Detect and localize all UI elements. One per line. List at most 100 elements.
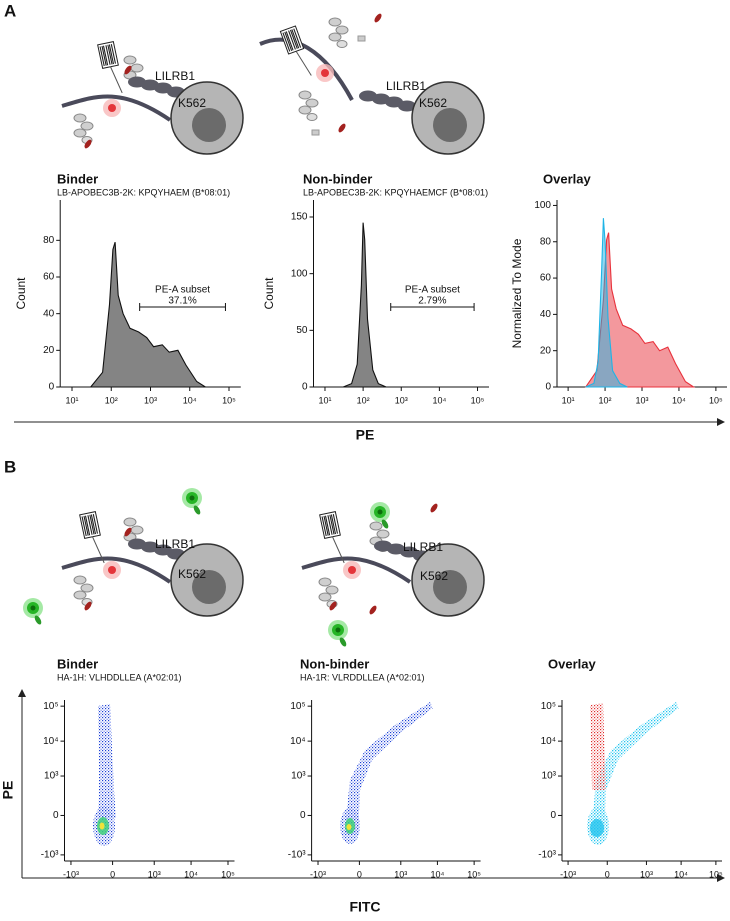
x-tick-label: 10¹: [66, 395, 79, 405]
x-axis-label: FITC: [349, 899, 380, 915]
y-tick-label: 10⁵: [43, 701, 58, 712]
y-tick-label: 10³: [542, 771, 557, 782]
y-tick-label: 80: [540, 236, 552, 247]
y-tick-label: 20: [43, 345, 55, 356]
y-tick-label: 10⁴: [541, 736, 556, 747]
y-tick-label: 40: [540, 309, 552, 320]
x-tick-label: 10³: [144, 395, 157, 405]
chart-title: Binder: [57, 656, 98, 671]
y-tick-label: 0: [550, 810, 556, 821]
y-tick-label: 0: [545, 382, 551, 393]
x-tick-label: 10⁵: [709, 869, 723, 879]
receptor-label: LILRB1: [403, 540, 443, 554]
y-tick-label: 10⁴: [43, 736, 58, 747]
receptor-label: LILRB1: [155, 537, 195, 551]
diagram-nonbinder-fitc: LILRB1 K562: [301, 502, 485, 648]
density-cloud: [93, 704, 116, 846]
x-tick-label: 0: [110, 869, 115, 879]
x-tick-label: 10⁵: [471, 395, 485, 405]
density-cloud: [340, 702, 433, 844]
histogram-area: [584, 232, 696, 388]
y-tick-label: 50: [296, 325, 308, 336]
diagram-nonbinder: LILRB1 K562: [259, 12, 485, 155]
x-tick-label: 10²: [105, 395, 118, 405]
y-tick-label: 60: [43, 272, 55, 283]
y-tick-label: 0: [302, 382, 308, 393]
panel-label: B: [4, 457, 16, 476]
panel-label: A: [4, 1, 16, 20]
y-tick-label: 40: [43, 308, 55, 319]
y-tick-label: 10⁴: [290, 736, 305, 747]
y-tick-label: 80: [43, 235, 55, 246]
histogram-area: [342, 222, 387, 388]
x-tick-label: -10³: [310, 869, 326, 879]
y-tick-label: 10³: [44, 771, 59, 782]
x-tick-label: 10³: [395, 395, 408, 405]
x-tick-label: 10⁵: [221, 869, 235, 879]
chart-subtitle: HA-1H: VLHDDLLEA (A*02:01): [57, 672, 182, 682]
chart-title: Overlay: [548, 656, 596, 671]
x-tick-label: 10¹: [318, 395, 331, 405]
x-tick-label: 10⁵: [709, 395, 723, 405]
chart-subtitle: LB-APOBEC3B-2K: KPQYHAEM (B*08:01): [57, 187, 230, 197]
x-tick-label: 10⁵: [467, 869, 481, 879]
y-tick-label: 10⁵: [541, 701, 556, 712]
x-tick-label: 10³: [148, 869, 161, 879]
y-tick-label: 0: [53, 810, 59, 821]
y-tick-label: 100: [291, 268, 308, 279]
y-tick-label: -10³: [538, 850, 556, 861]
chart-title: Binder: [57, 171, 98, 186]
x-tick-label: 10⁴: [672, 395, 686, 405]
x-tick-label: 10¹: [562, 395, 575, 405]
density-cloud: [587, 702, 679, 845]
y-axis-label: Count: [14, 277, 28, 310]
x-tick-label: 10³: [394, 869, 407, 879]
y-tick-label: 10³: [291, 771, 306, 782]
x-tick-label: 10⁵: [222, 395, 236, 405]
cell-label: K562: [178, 567, 206, 581]
gate-percent: 2.79%: [418, 296, 446, 307]
y-tick-label: 0: [49, 382, 55, 393]
chart-subtitle: HA-1R: VLRDDLLEA (A*02:01): [300, 672, 425, 682]
x-tick-label: 10³: [640, 869, 653, 879]
receptor-label: LILRB1: [386, 79, 426, 93]
y-tick-label: 0: [300, 810, 306, 821]
gate-bracket: [390, 303, 475, 311]
gate-bracket: [139, 303, 226, 311]
histogram-area: [89, 242, 208, 388]
x-tick-label: 0: [357, 869, 362, 879]
y-tick-label: -10³: [288, 850, 306, 861]
y-axis-label: Normalized To Mode: [510, 238, 524, 348]
cell-label: K562: [420, 569, 448, 583]
y-axis-label: Count: [262, 277, 276, 310]
receptor-label: LILRB1: [155, 69, 195, 83]
gate-label: PE-A subset: [405, 285, 460, 296]
y-tick-label: 150: [291, 212, 308, 223]
x-tick-label: 10⁴: [430, 869, 444, 879]
chart-title: Non-binder: [303, 171, 372, 186]
y-tick-label: 20: [540, 345, 552, 356]
chart-title: Overlay: [543, 171, 591, 186]
x-tick-label: -10³: [63, 869, 79, 879]
gate-percent: 37.1%: [168, 296, 196, 307]
cell-label: K562: [419, 96, 447, 110]
chart-subtitle: LB-APOBEC3B-2K: KPQYHAEMCF (B*08:01): [303, 187, 488, 197]
gate-label: PE-A subset: [155, 285, 210, 296]
y-tick-label: 100: [534, 200, 551, 211]
y-tick-label: 10⁵: [290, 701, 305, 712]
x-tick-label: 10³: [635, 395, 648, 405]
x-tick-label: 10⁴: [184, 869, 198, 879]
histogram-area: [585, 218, 628, 388]
diagram-binder-fitc: LILRB1 K562: [23, 488, 244, 626]
y-tick-label: -10³: [41, 850, 59, 861]
x-axis-label: PE: [356, 427, 375, 443]
x-tick-label: 10⁴: [432, 395, 446, 405]
x-tick-label: 10⁴: [183, 395, 197, 405]
cell-label: K562: [178, 96, 206, 110]
chart-title: Non-binder: [300, 656, 369, 671]
y-tick-label: 60: [540, 273, 552, 284]
x-tick-label: 10⁴: [674, 869, 688, 879]
y-axis-label: PE: [0, 781, 16, 800]
x-tick-label: -10³: [560, 869, 576, 879]
